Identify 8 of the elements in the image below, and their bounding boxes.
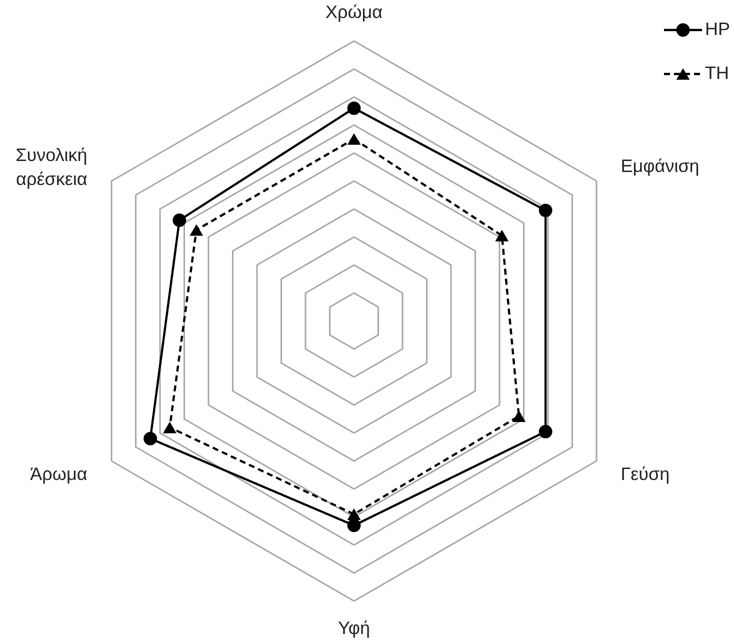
- spoke-label: Γεύση: [620, 464, 670, 484]
- legend-label: HP: [705, 19, 730, 39]
- spoke-label: Χρώμα: [325, 2, 383, 22]
- spoke-label: Συνολική αρέσκεια: [16, 145, 88, 189]
- legend-label: TH: [705, 63, 729, 83]
- spoke-label: Άρωμα: [30, 464, 88, 484]
- spoke-label: Εμφάνιση: [620, 156, 700, 176]
- spoke-label: Υφή: [338, 618, 370, 638]
